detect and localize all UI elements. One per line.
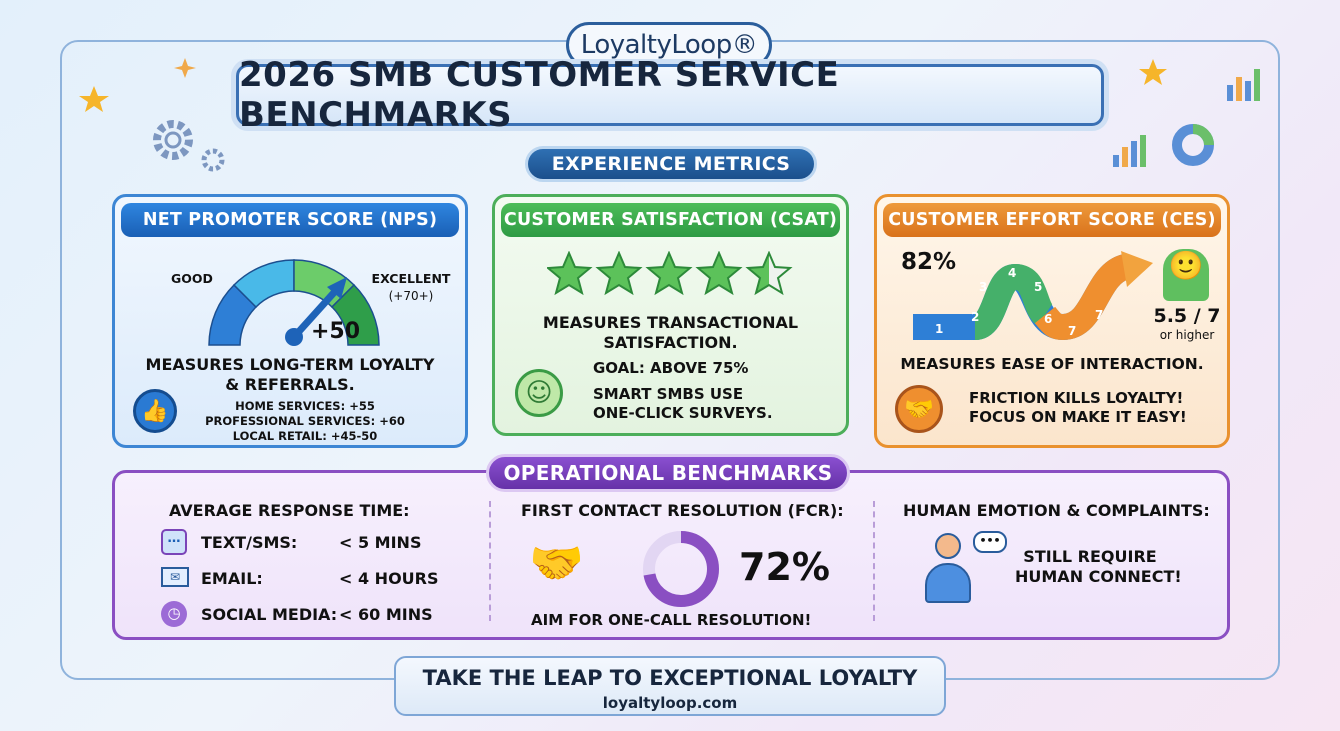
thumbs-up-icon: 👍 (133, 389, 177, 433)
nps-gauge (208, 259, 380, 346)
human-note-2: HUMAN CONNECT! (1015, 567, 1182, 586)
nps-benchmark-retail: LOCAL RETAIL: +45-50 (232, 429, 378, 443)
csat-tip: SMART SMBS USE (593, 385, 744, 403)
fcr-value: 72% (739, 545, 830, 589)
svg-text:6: 6 (1044, 312, 1052, 326)
channel-email: EMAIL: (201, 569, 263, 588)
email-icon: ✉ (161, 567, 189, 587)
decorative-stars-gears-icon (79, 58, 225, 172)
response-time-title: AVERAGE RESPONSE TIME: (169, 501, 410, 520)
nps-card: NET PROMOTER SCORE (NPS) GOOD EXCELLENT … (112, 194, 468, 448)
happy-customer-icon: 🙂 (1163, 249, 1209, 301)
gauge-label-excellent: EXCELLENT (371, 271, 451, 286)
ces-score-sub: or higher (1159, 328, 1215, 342)
ces-header: CUSTOMER EFFORT SCORE (CES) (883, 203, 1221, 237)
svg-text:3: 3 (979, 280, 987, 294)
response-social: < 60 MINS (339, 605, 433, 624)
fcr-donut-chart (643, 531, 719, 607)
star-icon (547, 252, 591, 294)
star-icon (697, 252, 741, 294)
csat-card: CUSTOMER SATISFACTION (CSAT) MEASURES TR… (492, 194, 849, 436)
fcr-progress-arc (643, 531, 719, 607)
nps-benchmark-home: HOME SERVICES: +55 (235, 399, 375, 413)
step-1: 1 (935, 322, 943, 336)
response-email: < 4 HOURS (339, 569, 439, 588)
star-icon (597, 252, 641, 294)
star-icon (647, 252, 691, 294)
nps-description: MEASURES LONG-TERM LOYALTY (145, 355, 435, 374)
svg-text:4: 4 (1008, 266, 1016, 280)
handshake-icon: 🤝 (529, 538, 584, 589)
csat-description-2: SATISFACTION. (603, 333, 738, 352)
ces-tip: FRICTION KILLS LOYALTY! (969, 389, 1184, 407)
experience-metrics-label: EXPERIENCE METRICS (525, 146, 817, 182)
fcr-title: FIRST CONTACT RESOLUTION (FCR): (521, 501, 844, 520)
ces-score: 5.5 / 7 (1153, 305, 1221, 327)
ces-tip-2: FOCUS ON MAKE IT EASY! (969, 408, 1187, 426)
human-note: STILL REQUIRE (1023, 547, 1157, 566)
fcr-note: AIM FOR ONE-CALL RESOLUTION! (531, 611, 812, 629)
page-title: 2026 SMB CUSTOMER SERVICE BENCHMARKS (236, 55, 1104, 135)
gauge-label-good: GOOD (171, 271, 213, 286)
smiley-icon: ☺ (515, 369, 563, 417)
ces-percent: 82% (901, 249, 957, 275)
sms-icon: … (161, 529, 187, 555)
svg-text:5: 5 (1034, 280, 1042, 294)
nps-description-2: & REFERRALS. (225, 375, 355, 394)
ces-card: CUSTOMER EFFORT SCORE (CES) 82% 1 2 3 4 5 6 7 7… (874, 194, 1230, 448)
handshake-icon: 🤝 (895, 385, 943, 433)
svg-text:2: 2 (971, 310, 979, 324)
csat-star-rating (547, 252, 791, 294)
footer-tagline: TAKE THE LEAP TO EXCEPTIONAL LOYALTY (422, 666, 918, 690)
csat-tip-2: ONE-CLICK SURVEYS. (593, 404, 773, 422)
csat-header: CUSTOMER SATISFACTION (CSAT) (501, 203, 840, 237)
nps-benchmark-professional: PROFESSIONAL SERVICES: +60 (205, 414, 405, 428)
operational-benchmarks-label: OPERATIONAL BENCHMARKS (486, 454, 850, 492)
loyaltyloop-logo: LoyaltyLoop® (566, 22, 772, 68)
svg-text:7: 7 (1095, 308, 1103, 322)
response-sms: < 5 MINS (339, 533, 422, 552)
footer-url[interactable]: loyaltyloop.com (602, 694, 738, 712)
human-title: HUMAN EMOTION & COMPLAINTS: (903, 501, 1210, 520)
nps-value: +50 (311, 319, 361, 344)
clock-icon: ◷ (161, 601, 187, 627)
ces-effort-path: 1 2 3 4 5 6 7 7 (913, 251, 1153, 341)
nps-header: NET PROMOTER SCORE (NPS) (121, 203, 459, 237)
channel-social: SOCIAL MEDIA: (201, 605, 338, 624)
channel-sms: TEXT/SMS: (201, 533, 298, 552)
decorative-charts-icon (1113, 59, 1260, 167)
human-support-icon: ••• (921, 531, 1007, 605)
half-star-icon (747, 252, 791, 294)
csat-goal: GOAL: ABOVE 75% (593, 359, 749, 377)
footer-banner: TAKE THE LEAP TO EXCEPTIONAL LOYALTY loy… (394, 656, 946, 716)
operational-section: AVERAGE RESPONSE TIME: … TEXT/SMS: < 5 M… (112, 470, 1230, 640)
csat-description: MEASURES TRANSACTIONAL (542, 313, 799, 332)
gauge-label-excellent-range: (+70+) (388, 289, 434, 303)
svg-text:7: 7 (1068, 324, 1076, 338)
ces-description: MEASURES EASE OF INTERACTION. (900, 355, 1204, 373)
